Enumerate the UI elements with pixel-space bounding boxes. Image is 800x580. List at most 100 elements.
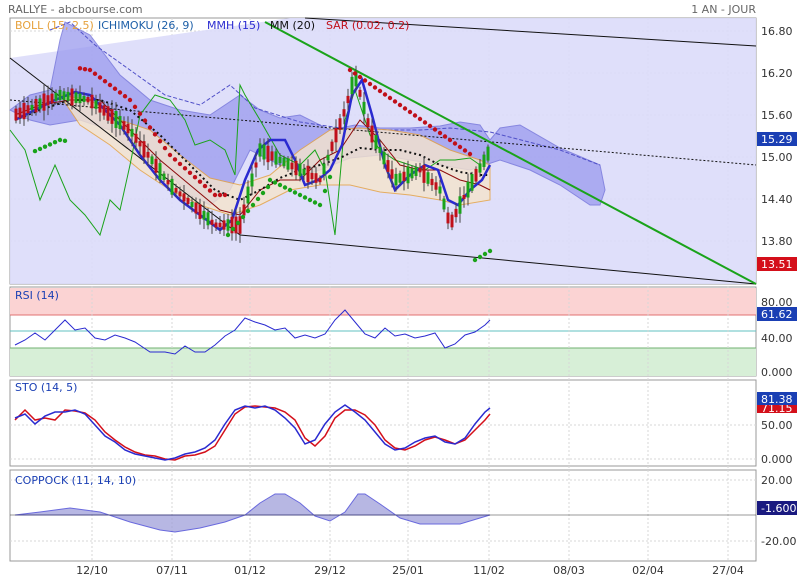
- candle-body: [470, 174, 474, 191]
- x-tick: 11/02: [473, 564, 505, 577]
- candle-body: [26, 105, 30, 114]
- candle-body: [402, 171, 406, 182]
- candle-body: [482, 154, 486, 167]
- sto-y-tick: 0.000: [761, 453, 793, 466]
- x-tick: 29/12: [314, 564, 346, 577]
- candle-body: [390, 169, 394, 179]
- candle-body: [314, 173, 318, 183]
- rsi-title: RSI (14): [15, 289, 59, 302]
- candle-body: [34, 98, 38, 113]
- last-price-tag: [757, 132, 797, 146]
- rsi-oversold-zone: [10, 348, 756, 376]
- legend-boll: BOLL (15, 2.5): [15, 19, 94, 32]
- sar-dot: [327, 174, 333, 180]
- candle-body: [14, 108, 18, 121]
- sar-dot: [202, 183, 208, 189]
- sar-dot: [282, 185, 288, 190]
- candle-body: [318, 177, 322, 183]
- sar-dot: [107, 82, 113, 88]
- sar-dot: [187, 170, 193, 175]
- sar-dot: [312, 200, 318, 205]
- candle-body: [162, 173, 166, 180]
- candle-body: [338, 118, 342, 130]
- sar-dot: [87, 67, 93, 73]
- candle-body: [46, 95, 50, 106]
- rsi-value-label: 61.62: [761, 308, 793, 321]
- sar-dot: [57, 137, 63, 143]
- sar-dot: [92, 71, 98, 76]
- candle-body: [450, 214, 454, 228]
- candle-body: [234, 216, 238, 234]
- candle-body: [298, 163, 302, 177]
- sar-dot: [52, 140, 58, 145]
- candle-body: [230, 216, 234, 234]
- candle-body: [374, 135, 378, 149]
- channel-upper: [304, 17, 757, 47]
- candle-body: [82, 96, 86, 102]
- candle-body: [342, 109, 346, 117]
- candle-body: [366, 118, 370, 128]
- coppock-area: [14, 493, 491, 533]
- sar-dot: [117, 90, 123, 95]
- ichimoku-span-b: [49, 21, 601, 166]
- vertical-gridlines: [91, 18, 729, 561]
- candle-body: [118, 116, 122, 129]
- sar-dot: [212, 192, 218, 198]
- candle-body: [54, 92, 58, 101]
- candle-body: [114, 111, 118, 128]
- candle-body: [250, 173, 254, 187]
- candle-body: [214, 222, 218, 228]
- candle-body: [142, 141, 146, 158]
- coppock-title: COPPOCK (11, 14, 10): [15, 474, 136, 487]
- sar-dot: [102, 79, 108, 84]
- candle-body: [254, 162, 258, 168]
- sar-dot: [437, 130, 443, 136]
- candle-body: [438, 186, 442, 194]
- candle-body: [206, 212, 210, 226]
- sar-dot: [42, 144, 48, 149]
- sar-dot: [392, 99, 398, 104]
- candle-body: [358, 89, 362, 97]
- sar-value-label: 13.51: [761, 258, 793, 271]
- x-tick: 12/10: [76, 564, 108, 577]
- candle-body: [386, 160, 390, 172]
- candle-body: [58, 89, 62, 101]
- candle-body: [210, 219, 214, 225]
- candle-body: [170, 178, 174, 195]
- x-tick: 08/03: [553, 564, 585, 577]
- candle-body: [66, 91, 70, 101]
- candle-body: [362, 101, 366, 115]
- candle-body: [442, 198, 446, 210]
- candle-body: [378, 147, 382, 153]
- sar-dot: [457, 144, 463, 150]
- sar-dot: [132, 104, 138, 110]
- sto-panel: [9, 379, 757, 467]
- sar-dot: [222, 192, 228, 198]
- x-axis: 12/10 07/11 01/12 29/12 25/01 11/02 08/0…: [76, 564, 744, 577]
- sar-dot: [157, 139, 163, 144]
- candle-body: [258, 143, 262, 157]
- candle-body: [38, 98, 42, 110]
- sar-dot: [477, 254, 483, 260]
- candle-body: [174, 187, 178, 193]
- candle-body: [90, 94, 94, 109]
- sar-dot: [225, 232, 231, 238]
- mm-line: [14, 99, 490, 202]
- sar-dot: [377, 88, 383, 94]
- candle-body: [150, 156, 154, 165]
- sto-d-value-label: 71.15: [761, 402, 793, 415]
- candle-body: [242, 204, 246, 216]
- candle-body: [478, 163, 482, 173]
- candle-body: [454, 208, 458, 218]
- sar-dot: [37, 146, 43, 152]
- candlesticks: [14, 65, 490, 243]
- candle-body: [294, 160, 298, 176]
- sar-dot: [182, 166, 188, 171]
- candle-body: [354, 71, 358, 87]
- sar-dot: [412, 113, 418, 118]
- sar-dot: [47, 142, 53, 147]
- y-tick: 16.20: [761, 67, 793, 80]
- y-tick: 16.80: [761, 25, 793, 38]
- candle-body: [282, 157, 286, 167]
- sar-dot: [267, 177, 273, 183]
